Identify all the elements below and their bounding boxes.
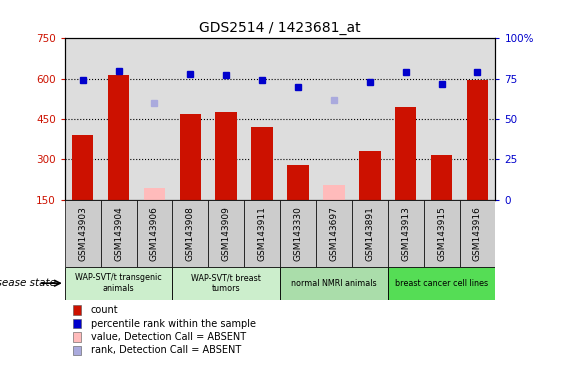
Text: WAP-SVT/t transgenic
animals: WAP-SVT/t transgenic animals (75, 273, 162, 293)
Text: GSM143330: GSM143330 (293, 206, 302, 261)
Bar (137, 200, 172, 267)
Bar (467, 80, 488, 200)
Text: count: count (91, 305, 118, 315)
Bar (73, 319, 81, 328)
Bar (73, 332, 81, 342)
Text: breast cancer cell lines: breast cancer cell lines (395, 279, 488, 288)
Text: GSM143904: GSM143904 (114, 206, 123, 261)
Bar (395, 107, 417, 200)
Text: percentile rank within the sample: percentile rank within the sample (91, 318, 256, 329)
Text: GSM143697: GSM143697 (329, 206, 338, 261)
Bar (388, 267, 495, 300)
Bar (65, 200, 101, 267)
Bar (251, 127, 273, 200)
Bar (323, 185, 345, 200)
Bar (287, 165, 309, 200)
Bar (108, 74, 129, 200)
Bar (172, 267, 280, 300)
Bar (216, 112, 237, 200)
Bar (65, 267, 172, 300)
Bar (180, 114, 201, 200)
Text: rank, Detection Call = ABSENT: rank, Detection Call = ABSENT (91, 345, 241, 356)
Bar (73, 305, 81, 315)
Text: GSM143906: GSM143906 (150, 206, 159, 261)
Text: GSM143908: GSM143908 (186, 206, 195, 261)
Bar (280, 267, 388, 300)
Bar (144, 188, 166, 200)
Text: GSM143891: GSM143891 (365, 206, 374, 261)
Bar (72, 135, 93, 200)
Bar (73, 346, 81, 355)
Text: disease state: disease state (0, 278, 56, 288)
Text: GSM143903: GSM143903 (78, 206, 87, 261)
Bar (208, 200, 244, 267)
Text: GSM143913: GSM143913 (401, 206, 410, 261)
Text: GSM143916: GSM143916 (473, 206, 482, 261)
Bar (431, 156, 452, 200)
Bar (352, 200, 388, 267)
Bar (459, 200, 495, 267)
Text: WAP-SVT/t breast
tumors: WAP-SVT/t breast tumors (191, 273, 261, 293)
Bar (244, 200, 280, 267)
Bar (316, 200, 352, 267)
Text: GSM143915: GSM143915 (437, 206, 446, 261)
Bar (280, 200, 316, 267)
Bar (172, 200, 208, 267)
Bar (101, 200, 137, 267)
Text: normal NMRI animals: normal NMRI animals (291, 279, 377, 288)
Bar (388, 200, 424, 267)
Text: GSM143909: GSM143909 (222, 206, 231, 261)
Bar (359, 151, 381, 200)
Text: value, Detection Call = ABSENT: value, Detection Call = ABSENT (91, 332, 245, 342)
Bar (424, 200, 459, 267)
Text: GSM143911: GSM143911 (258, 206, 267, 261)
Title: GDS2514 / 1423681_at: GDS2514 / 1423681_at (199, 21, 361, 35)
